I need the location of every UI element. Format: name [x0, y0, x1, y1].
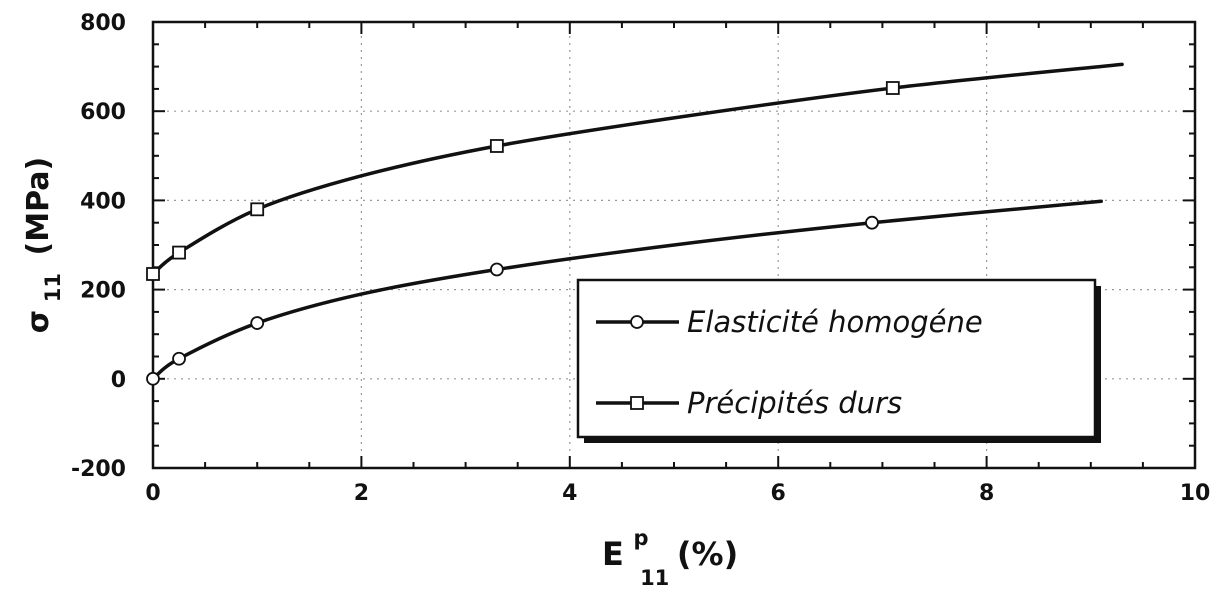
series-precipites-marker: [146, 267, 160, 281]
legend-elasticite-label: Elasticité homogéne: [687, 305, 983, 339]
y-tick-label: 800: [80, 11, 126, 36]
legend-precipites-marker: [630, 396, 644, 410]
x-tick-label: 0: [145, 481, 160, 506]
series-elasticite-marker: [489, 262, 504, 277]
ticks: [152, 21, 1196, 469]
series-elasticite-marker: [172, 351, 186, 366]
y-axis-title: σ 11 (MPa): [21, 157, 65, 333]
y-tick-label: -200: [71, 457, 126, 482]
series-elasticite-marker: [250, 316, 265, 330]
y-tick-label: 200: [80, 279, 126, 304]
series-precipites-marker: [885, 81, 900, 95]
series-precipites-marker: [172, 245, 186, 260]
legend-precipites-label: Précipités durs: [687, 386, 902, 420]
series-elasticite-marker: [146, 371, 160, 386]
series-precipites-marker: [250, 202, 265, 217]
x-tick-label: 4: [562, 481, 577, 506]
y-axis-subscript: 11: [41, 273, 65, 302]
x-axis-subscript: 11: [640, 566, 669, 590]
tick-labels: 0 2 4 6 8 10 -200 0 200 400 600 800: [71, 11, 1210, 506]
y-axis-unit: (MPa): [21, 157, 56, 256]
y-axis-symbol: σ: [21, 310, 56, 333]
series-elasticite-marker: [865, 215, 879, 230]
x-axis-symbol: E: [602, 535, 624, 573]
x-tick-label: 2: [354, 481, 369, 506]
x-tick-label: 10: [1180, 481, 1211, 506]
legend-elasticite-marker: [630, 315, 644, 329]
legend-box: [576, 278, 1097, 439]
y-tick-label: 600: [80, 100, 126, 125]
series-precipites-line: [151, 62, 1124, 276]
series-precipites-marker: [489, 139, 504, 153]
series: [146, 62, 1124, 386]
y-tick-label: 0: [111, 368, 126, 393]
x-axis-title: E p 11 (%): [602, 526, 738, 590]
x-axis-unit: (%): [677, 535, 738, 573]
legend: Elasticité homogéne Précipités durs: [576, 278, 1101, 443]
x-tick-label: 8: [979, 481, 994, 506]
x-axis-superscript: p: [633, 526, 648, 550]
x-tick-label: 6: [771, 481, 786, 506]
legend-items: Elasticité homogéne Précipités durs: [596, 305, 983, 420]
y-tick-label: 400: [80, 189, 126, 214]
